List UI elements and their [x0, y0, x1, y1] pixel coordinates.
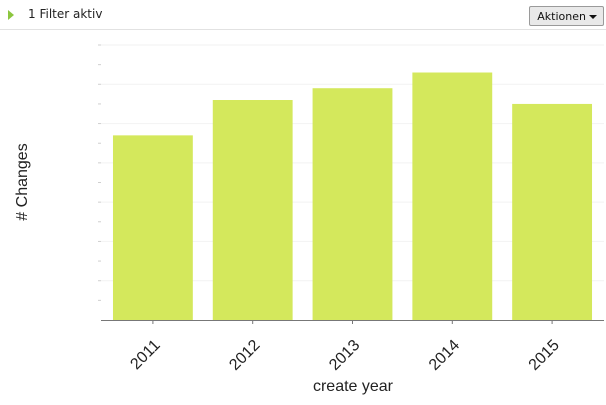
actions-button[interactable]: Aktionen: [529, 6, 604, 26]
bar-2012[interactable]: [212, 100, 293, 320]
x-axis-title: create year: [313, 378, 394, 395]
triangle-right-icon: [8, 9, 14, 20]
x-tick-labels: 2011 2012 2013 2014 2015: [127, 320, 563, 374]
bar-chart: 2011 2012 2013 2014 2015 create year # Chang…: [14, 44, 604, 395]
x-tick-label: 2011: [127, 337, 163, 373]
caret-down-icon: [589, 14, 597, 19]
y-axis-title: # Changes: [14, 143, 31, 220]
bar-2015[interactable]: [512, 103, 593, 320]
bar-2013[interactable]: [312, 88, 393, 320]
x-tick-label: 2012: [226, 337, 263, 374]
bar-2014[interactable]: [412, 72, 493, 321]
filter-bar: 1 Filter aktiv Aktionen: [0, 0, 606, 30]
x-tick-label: 2015: [526, 337, 563, 374]
filter-toggle[interactable]: 1 Filter aktiv: [8, 7, 102, 21]
x-tick-label: 2014: [426, 337, 463, 374]
bar-2011[interactable]: [112, 135, 193, 320]
actions-button-label: Aktionen: [537, 9, 586, 23]
filter-status-label: 1 Filter aktiv: [28, 7, 103, 21]
x-tick-label: 2013: [326, 337, 363, 374]
filter-bar-divider: [0, 29, 606, 30]
bars: [112, 72, 593, 321]
